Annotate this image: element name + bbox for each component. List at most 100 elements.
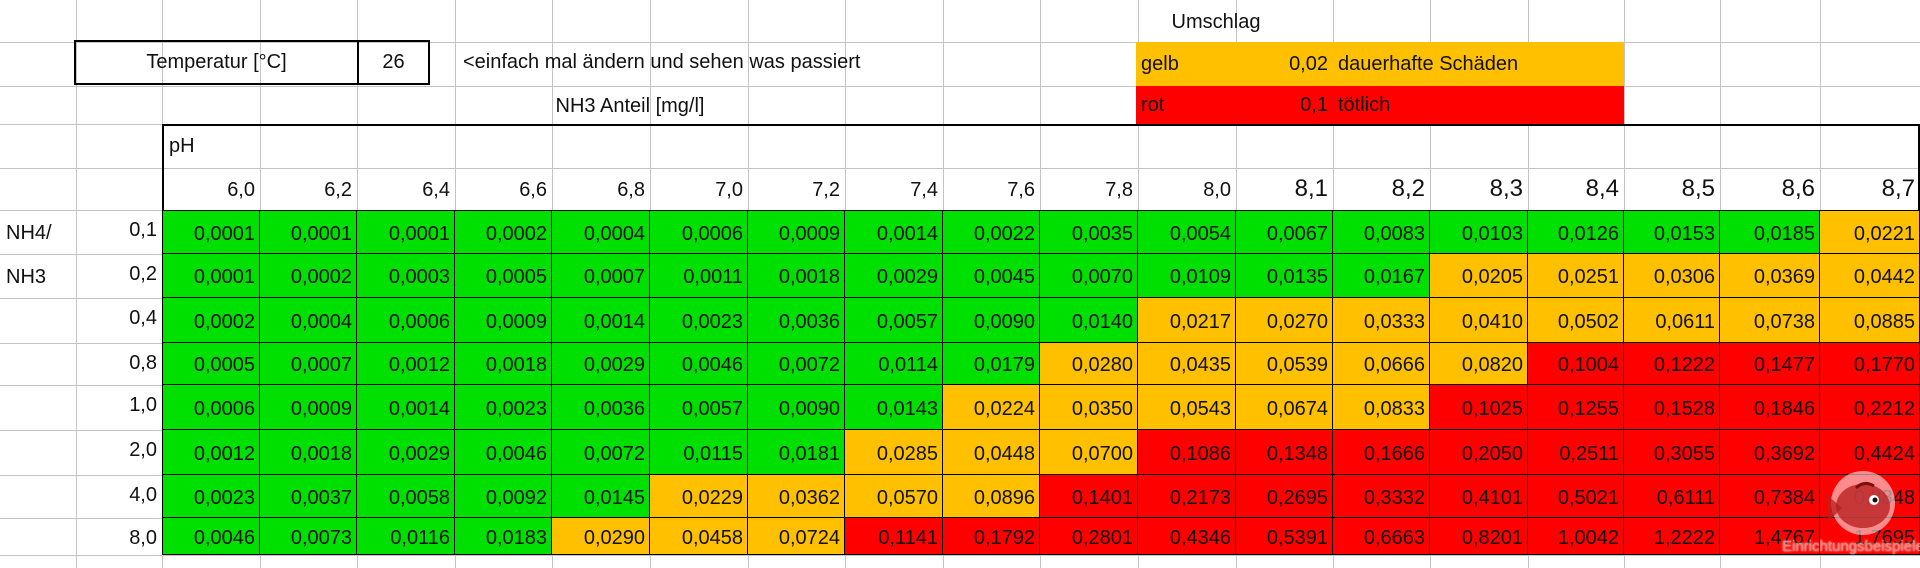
nh3-value-cell[interactable]: 0,0003: [357, 254, 455, 298]
nh3-value-cell[interactable]: 0,0058: [357, 475, 455, 518]
nh3-value-cell[interactable]: 0,0036: [552, 385, 650, 430]
nh3-value-cell[interactable]: 0,0114: [845, 343, 943, 385]
nh3-value-cell[interactable]: 0,1222: [1624, 343, 1720, 385]
nh3-value-cell[interactable]: 0,0143: [845, 385, 943, 430]
nh3-value-cell[interactable]: 0,0362: [748, 475, 845, 518]
nh3-value-cell[interactable]: 0,0350: [1040, 385, 1138, 430]
nh3-value-cell[interactable]: 0,0006: [650, 210, 748, 254]
nh3-value-cell[interactable]: 0,0001: [162, 210, 260, 254]
nh3-value-cell[interactable]: 0,0029: [357, 430, 455, 475]
ph-column-header[interactable]: 7,4: [910, 179, 938, 201]
nh3-value-cell[interactable]: 0,0145: [552, 475, 650, 518]
nh3-value-cell[interactable]: 0,0057: [845, 298, 943, 343]
nh3-value-cell[interactable]: 0,6111: [1624, 475, 1720, 518]
nh4-row-header[interactable]: 0,4: [129, 307, 157, 329]
legend-yellow-text[interactable]: dauerhafte Schäden: [1338, 53, 1519, 75]
nh3-value-cell[interactable]: 0,1141: [845, 518, 943, 555]
nh3-value-cell[interactable]: 0,0009: [455, 298, 552, 343]
nh3-value-cell[interactable]: 0,0035: [1040, 210, 1138, 254]
legend-yellow-value[interactable]: 0,02: [1289, 53, 1328, 75]
nh3-value-cell[interactable]: 0,0570: [845, 475, 943, 518]
nh3-value-cell[interactable]: 0,0014: [845, 210, 943, 254]
nh3-value-cell[interactable]: 0,1401: [1040, 475, 1138, 518]
nh3-value-cell[interactable]: 0,2173: [1138, 475, 1236, 518]
nh3-value-cell[interactable]: 0,4101: [1430, 475, 1528, 518]
nh3-value-cell[interactable]: 0,0820: [1430, 343, 1528, 385]
nh4-row-header[interactable]: 1,0: [129, 394, 157, 416]
nh3-value-cell[interactable]: 0,7384: [1720, 475, 1820, 518]
nh3-value-cell[interactable]: 0,0090: [748, 385, 845, 430]
nh3-value-cell[interactable]: 1,7695: [1820, 518, 1920, 555]
nh3-value-cell[interactable]: 0,0179: [943, 343, 1040, 385]
nh3-value-cell[interactable]: 0,0002: [455, 210, 552, 254]
ph-column-header[interactable]: 6,0: [227, 179, 255, 201]
nh3-value-cell[interactable]: 0,3055: [1624, 430, 1720, 475]
nh3-value-cell[interactable]: 0,1255: [1528, 385, 1624, 430]
ph-column-header[interactable]: 6,8: [617, 179, 645, 201]
nh3-value-cell[interactable]: 0,1792: [943, 518, 1040, 555]
nh3-value-cell[interactable]: 0,0012: [162, 430, 260, 475]
nh3-value-cell[interactable]: 0,0046: [455, 430, 552, 475]
nh4-row-header[interactable]: 2,0: [129, 439, 157, 461]
ph-column-header[interactable]: 8,2: [1391, 175, 1425, 202]
ph-column-header[interactable]: 8,6: [1781, 175, 1815, 202]
nh3-value-cell[interactable]: 0,0037: [260, 475, 357, 518]
nh3-value-cell[interactable]: 0,0280: [1040, 343, 1138, 385]
ph-column-header[interactable]: 6,4: [422, 179, 450, 201]
nh3-value-cell[interactable]: 0,0083: [1333, 210, 1430, 254]
nh3-value-cell[interactable]: 0,0070: [1040, 254, 1138, 298]
nh3-value-cell[interactable]: 0,0167: [1333, 254, 1430, 298]
nh3-value-cell[interactable]: 0,0007: [260, 343, 357, 385]
ph-column-header[interactable]: 7,2: [812, 179, 840, 201]
nh3-value-cell[interactable]: 0,1846: [1720, 385, 1820, 430]
nh3-value-cell[interactable]: 0,0092: [455, 475, 552, 518]
nh3-value-cell[interactable]: 0,0181: [748, 430, 845, 475]
nh3-value-cell[interactable]: 0,0140: [1040, 298, 1138, 343]
nh3-value-cell[interactable]: 0,0012: [357, 343, 455, 385]
umschlag-label[interactable]: Umschlag: [1171, 11, 1261, 33]
nh4-row-header[interactable]: 8,0: [129, 527, 157, 549]
legend-red-value[interactable]: 0,1: [1300, 94, 1328, 116]
nh3-value-cell[interactable]: 0,1528: [1624, 385, 1720, 430]
nh3-value-cell[interactable]: 0,0126: [1528, 210, 1624, 254]
nh3-value-cell[interactable]: 0,0014: [357, 385, 455, 430]
nh3-value-cell[interactable]: 0,1004: [1528, 343, 1624, 385]
nh3-value-cell[interactable]: 0,1348: [1236, 430, 1333, 475]
nh4-row-header[interactable]: 0,1: [129, 219, 157, 241]
nh3-value-cell[interactable]: 0,0009: [748, 210, 845, 254]
ph-column-header[interactable]: 7,6: [1007, 179, 1035, 201]
nh3-value-cell[interactable]: 0,1666: [1333, 430, 1430, 475]
nh4-row-header[interactable]: 0,8: [129, 352, 157, 374]
nh3-value-cell[interactable]: 0,0001: [260, 210, 357, 254]
nh3-value-cell[interactable]: 0,0333: [1333, 298, 1430, 343]
ph-column-header[interactable]: 8,5: [1681, 175, 1715, 202]
ph-column-header[interactable]: 6,6: [519, 179, 547, 201]
nh3-value-cell[interactable]: 0,0002: [260, 254, 357, 298]
nh3-value-cell[interactable]: 0,0306: [1624, 254, 1720, 298]
nh3-value-cell[interactable]: 0,0072: [748, 343, 845, 385]
ph-column-header[interactable]: 8,3: [1489, 175, 1523, 202]
nh3-value-cell[interactable]: 0,0002: [162, 298, 260, 343]
nh3-value-cell[interactable]: 0,0005: [162, 343, 260, 385]
nh3-value-cell[interactable]: 0,0290: [552, 518, 650, 555]
nh3-value-cell[interactable]: 0,0724: [748, 518, 845, 555]
nh3-value-cell[interactable]: 0,0229: [650, 475, 748, 518]
nh3-value-cell[interactable]: 0,0090: [943, 298, 1040, 343]
nh3-value-cell[interactable]: 0,1025: [1430, 385, 1528, 430]
nh4-row-header[interactable]: 0,2: [129, 263, 157, 285]
nh3-value-cell[interactable]: 0,0270: [1236, 298, 1333, 343]
ph-column-header[interactable]: 8,4: [1585, 175, 1619, 202]
nh3-value-cell[interactable]: 0,0738: [1720, 298, 1820, 343]
nh3-value-cell[interactable]: 0,0442: [1820, 254, 1920, 298]
nh3-value-cell[interactable]: 0,0014: [552, 298, 650, 343]
nh3-value-cell[interactable]: 0,0023: [162, 475, 260, 518]
nh3-value-cell[interactable]: 0,1477: [1720, 343, 1820, 385]
nh3-value-cell[interactable]: 0,0029: [845, 254, 943, 298]
ph-column-header[interactable]: 8,1: [1294, 175, 1328, 202]
nh3-value-cell[interactable]: 0,0046: [650, 343, 748, 385]
nh3-value-cell[interactable]: 0,4346: [1138, 518, 1236, 555]
legend-red-text[interactable]: tötlich: [1338, 94, 1391, 116]
nh3-value-cell[interactable]: 0,0674: [1236, 385, 1333, 430]
nh3-value-cell[interactable]: 0,0067: [1236, 210, 1333, 254]
